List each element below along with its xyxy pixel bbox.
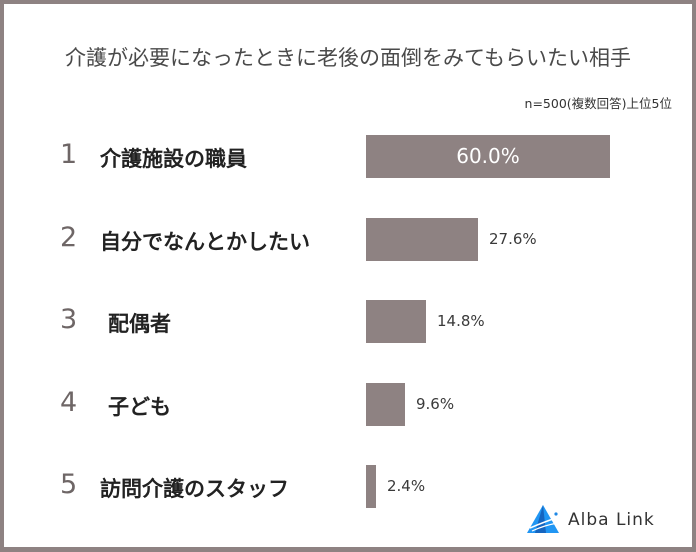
category-label: 介護施設の職員 — [100, 147, 247, 171]
chart-subtitle: n=500(複数回答)上位5位 — [524, 96, 672, 111]
bar-row: 1 介護施設の職員 60.0% — [4, 135, 692, 179]
bar: 60.0% — [366, 135, 610, 178]
rank-number: 1 — [60, 139, 78, 170]
rank-number: 3 — [60, 304, 78, 335]
chart-title: 介護が必要になったときに老後の面倒をみてもらいたい相手 — [65, 46, 631, 70]
category-label: 子ども — [108, 395, 171, 419]
value-label: 9.6% — [416, 395, 455, 413]
alba-link-logo: Alba Link — [526, 500, 686, 540]
category-label: 配偶者 — [108, 312, 171, 336]
category-label: 自分でなんとかしたい — [100, 230, 310, 254]
rank-number: 2 — [60, 222, 78, 253]
bar-row: 4 子ども 9.6% — [4, 383, 692, 427]
bar — [366, 300, 426, 343]
bar — [366, 465, 376, 508]
alba-link-triangle-icon — [527, 505, 559, 533]
value-label: 2.4% — [387, 477, 426, 495]
bar — [366, 383, 405, 426]
bar — [366, 218, 478, 261]
bar-row: 5 訪問介護のスタッフ 2.4% — [4, 465, 692, 509]
logo-text: Alba Link — [568, 510, 655, 530]
rank-number: 4 — [60, 387, 78, 418]
bar-row: 2 自分でなんとかしたい 27.6% — [4, 218, 692, 262]
bar-row: 3 配偶者 14.8% — [4, 300, 692, 344]
value-label: 14.8% — [437, 312, 485, 330]
category-label: 訪問介護のスタッフ — [100, 477, 289, 501]
value-label: 60.0% — [456, 144, 520, 168]
rank-number: 5 — [60, 469, 78, 500]
value-label: 27.6% — [489, 230, 537, 248]
